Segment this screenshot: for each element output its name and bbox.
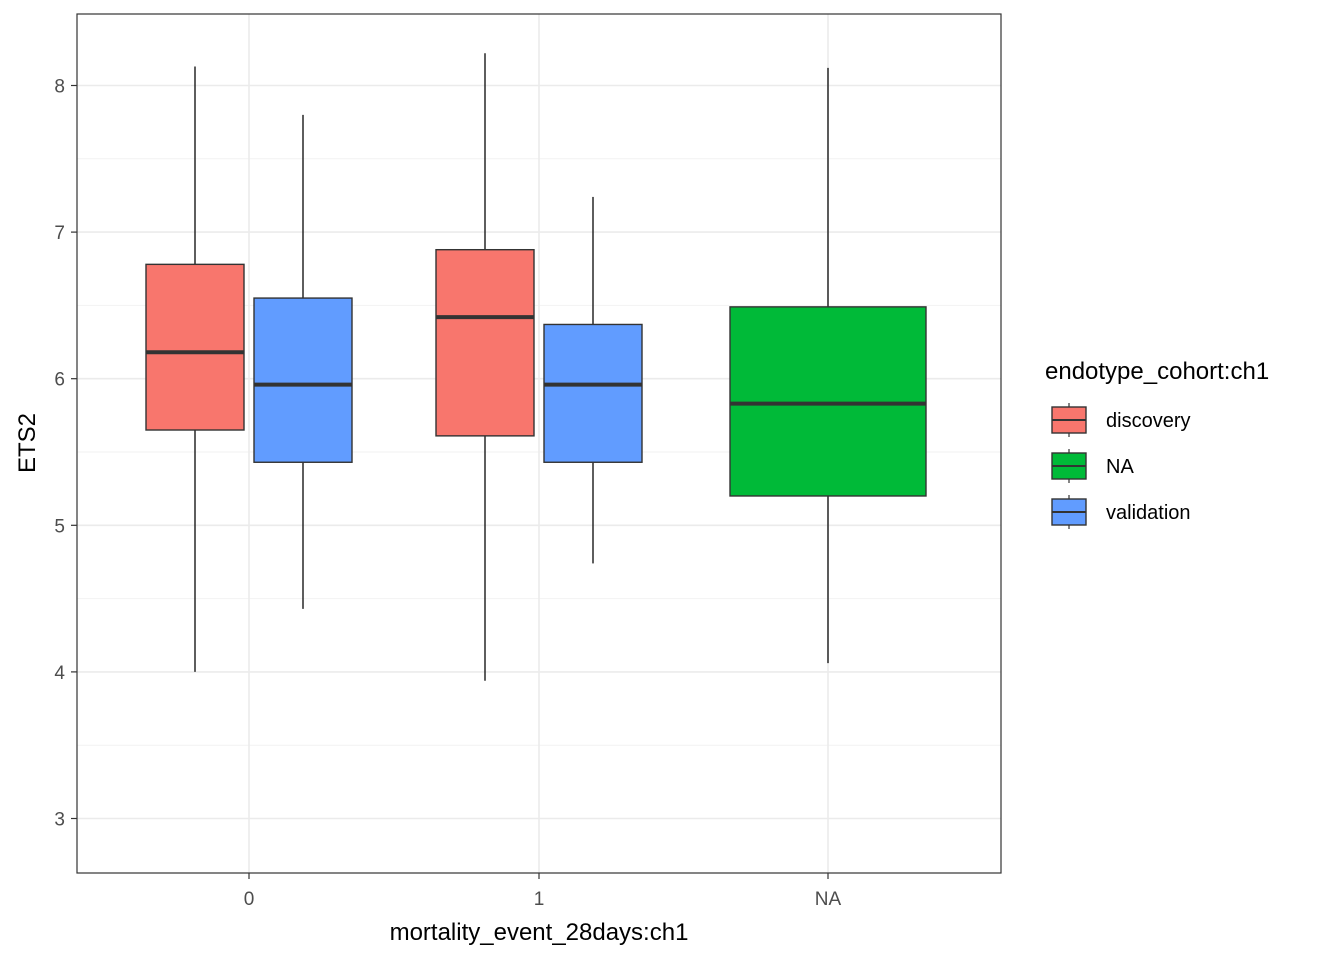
- box-body: [543, 323, 643, 463]
- box-discovery-1: [435, 53, 535, 681]
- x-tick-label: 1: [534, 889, 545, 910]
- y-tick-label: 5: [54, 516, 65, 537]
- box-discovery-0: [145, 66, 245, 672]
- x-tick-label: NA: [815, 889, 842, 910]
- y-tick-label: 6: [54, 370, 65, 391]
- boxes-layer: [145, 53, 927, 681]
- box-validation-1: [543, 196, 643, 564]
- legend-item-NA: NA: [1051, 449, 1134, 483]
- axes-layer: 3 4 5 6 7 8 0 1 NA: [54, 77, 841, 911]
- y-axis-title: ETS2: [14, 413, 41, 473]
- box-body: [435, 248, 535, 437]
- legend-label: validation: [1106, 502, 1191, 524]
- legend-item-discovery: discovery: [1051, 403, 1190, 437]
- legend-label: NA: [1106, 456, 1134, 478]
- box-body: [253, 297, 353, 463]
- box-validation-0: [253, 114, 353, 609]
- legend-title: endotype_cohort:ch1: [1045, 358, 1269, 385]
- y-tick-label: 4: [54, 663, 65, 684]
- y-tick-label: 3: [54, 810, 65, 831]
- legend: endotype_cohort:ch1 discovery NA validatio…: [1045, 358, 1269, 529]
- box-body: [145, 263, 245, 431]
- x-tick-label: 0: [244, 889, 255, 910]
- box-NA-NA: [729, 67, 927, 664]
- x-axis-title: mortality_event_28days:ch1: [390, 919, 689, 946]
- box-body: [729, 306, 927, 497]
- legend-item-validation: validation: [1051, 495, 1191, 529]
- y-tick-label: 8: [54, 77, 65, 98]
- legend-label: discovery: [1106, 410, 1190, 432]
- y-tick-label: 7: [54, 223, 65, 244]
